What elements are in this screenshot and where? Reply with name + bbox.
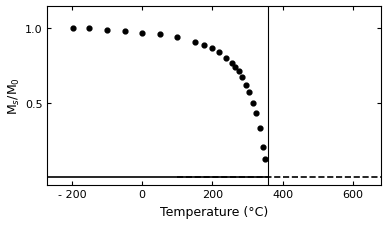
Point (223, 57, 230, 61)
Point (217, 51, 223, 55)
Point (260, 146, 267, 150)
Point (87, 27, 93, 31)
Point (121, 30, 128, 34)
Point (201, 44, 207, 47)
Point (243, 84, 249, 87)
Point (236, 70, 242, 74)
Point (253, 112, 260, 115)
Point (157, 33, 163, 37)
Point (262, 158, 268, 161)
Point (246, 91, 253, 95)
Point (239, 76, 245, 80)
Point (209, 47, 215, 50)
Point (174, 36, 180, 40)
Point (192, 41, 198, 44)
Point (232, 66, 238, 70)
Y-axis label: M$_s$/M$_0$: M$_s$/M$_0$ (7, 77, 22, 115)
Point (250, 101, 256, 105)
X-axis label: Temperature (°C): Temperature (°C) (160, 205, 268, 218)
Point (104, 29, 110, 32)
Point (70, 27, 76, 31)
Point (229, 61, 235, 65)
Point (257, 127, 263, 130)
Point (139, 32, 145, 35)
